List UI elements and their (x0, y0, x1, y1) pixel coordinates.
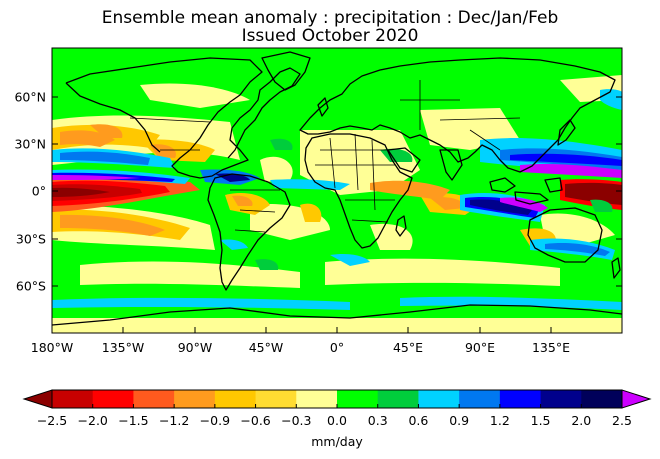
colorbar-tick-label: 0.9 (449, 413, 469, 428)
colorbar-tick-label: 1.2 (490, 413, 510, 428)
coastlines (52, 51, 622, 326)
colorbar-swatch (255, 390, 297, 408)
colorbar-tick-label: −1.5 (118, 413, 148, 428)
strong-dry-regions (60, 124, 465, 236)
latitude-axis: 60°N 30°N 0° 30°S 60°S (14, 90, 622, 294)
lon-label: 180°W (31, 340, 73, 355)
colorbar-swatch (214, 390, 257, 408)
colorbar-swatch (296, 390, 338, 408)
colorbar-tick-label: 0.3 (368, 413, 388, 428)
colorbar-swatch (540, 390, 582, 408)
lat-label: 60°S (16, 279, 46, 294)
weak-dry-regions (52, 75, 622, 333)
colorbar-swatch (133, 390, 175, 408)
lat-label: 60°N (14, 90, 46, 105)
colorbar: −2.5 −2.0 −1.5 −1.2 −0.9 −0.6 −0.3 0.0 0.3 0.6 0.9… (22, 389, 652, 449)
lon-label: 90°W (178, 340, 213, 355)
colorbar-tick-label: 1.5 (531, 413, 551, 428)
colorbar-tick-label: −0.3 (281, 413, 311, 428)
colorbar-tick-label: 0.6 (408, 413, 428, 428)
country-borders (129, 80, 521, 233)
colorbar-swatch (499, 390, 542, 408)
colorbar-tick-label: −2.5 (37, 413, 67, 428)
lon-label: 135°W (102, 340, 144, 355)
longitude-axis: 180°W 135°W 90°W 45°W 0° 45°E 90°E 135°E (31, 327, 570, 355)
colorbar-tick-label: −1.2 (159, 413, 189, 428)
chart-subtitle: Issued October 2020 (241, 26, 419, 46)
colorbar-tick-label: 2.5 (612, 413, 632, 428)
colorbar-under-arrow (22, 389, 53, 409)
colorbar-swatch (377, 390, 419, 408)
colorbar-over-arrow (621, 389, 652, 409)
lat-label: 30°N (14, 137, 46, 152)
colorbar-tick-label: 2.0 (571, 413, 591, 428)
colorbar-swatch (581, 390, 623, 408)
lon-label: 135°E (532, 340, 570, 355)
chart-title: Ensemble mean anomaly : precipitation : … (101, 8, 559, 28)
colorbar-swatch (52, 390, 94, 408)
colorbar-tick-label: −0.6 (240, 413, 270, 428)
lat-label: 30°S (16, 232, 46, 247)
colorbar-tick-label: 0.0 (327, 413, 347, 428)
pacific-dry-core (52, 175, 622, 212)
wet-regions (52, 89, 622, 310)
colorbar-swatch (92, 390, 134, 408)
colorbar-tick-label: −0.9 (200, 413, 230, 428)
colorbar-swatch (337, 390, 379, 408)
precip-anomaly-map (52, 48, 622, 333)
colorbar-swatch (418, 390, 460, 408)
colorbar-swatch (459, 390, 501, 408)
lat-label: 0° (32, 184, 46, 199)
lon-label: 0° (330, 340, 344, 355)
lon-label: 90°E (465, 340, 495, 355)
colorbar-swatch (174, 390, 216, 408)
colorbar-tick-label: −2.0 (78, 413, 108, 428)
colorbar-unit-label: mm/day (311, 434, 363, 449)
lon-label: 45°E (393, 340, 423, 355)
lon-label: 45°W (249, 340, 284, 355)
